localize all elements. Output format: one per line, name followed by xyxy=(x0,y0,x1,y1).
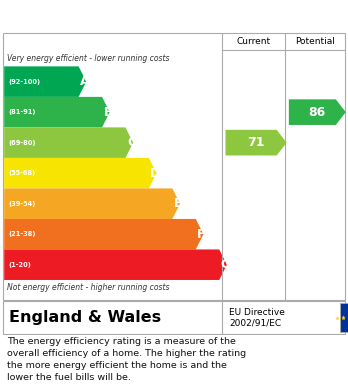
Text: Energy Efficiency Rating: Energy Efficiency Rating xyxy=(7,9,217,24)
Polygon shape xyxy=(4,219,204,249)
Polygon shape xyxy=(4,158,157,188)
Text: (21-38): (21-38) xyxy=(8,231,36,237)
Polygon shape xyxy=(4,97,110,127)
Text: Current: Current xyxy=(237,37,271,46)
Text: (1-20): (1-20) xyxy=(8,262,31,268)
Text: B: B xyxy=(103,106,113,118)
Polygon shape xyxy=(4,249,227,280)
Text: (92-100): (92-100) xyxy=(8,79,40,84)
Text: Not energy efficient - higher running costs: Not energy efficient - higher running co… xyxy=(7,283,169,292)
Text: England & Wales: England & Wales xyxy=(9,310,161,325)
Text: The energy efficiency rating is a measure of the
overall efficiency of a home. T: The energy efficiency rating is a measur… xyxy=(7,337,246,382)
Text: Potential: Potential xyxy=(295,37,335,46)
Text: C: C xyxy=(127,136,136,149)
Text: 86: 86 xyxy=(309,106,326,118)
Polygon shape xyxy=(4,127,133,158)
Text: E: E xyxy=(174,197,182,210)
Text: EU Directive
2002/91/EC: EU Directive 2002/91/EC xyxy=(229,308,285,327)
Text: F: F xyxy=(197,228,206,241)
Text: (55-68): (55-68) xyxy=(8,170,35,176)
Polygon shape xyxy=(289,99,346,125)
Bar xyxy=(340,303,348,332)
Polygon shape xyxy=(4,66,86,97)
Text: 71: 71 xyxy=(247,136,265,149)
Text: D: D xyxy=(150,167,160,180)
Text: (69-80): (69-80) xyxy=(8,140,36,146)
Text: G: G xyxy=(221,258,231,271)
Text: (39-54): (39-54) xyxy=(8,201,36,207)
Text: A: A xyxy=(80,75,90,88)
Polygon shape xyxy=(4,188,180,219)
Text: (81-91): (81-91) xyxy=(8,109,36,115)
Text: Very energy efficient - lower running costs: Very energy efficient - lower running co… xyxy=(7,54,169,63)
Polygon shape xyxy=(226,130,287,156)
